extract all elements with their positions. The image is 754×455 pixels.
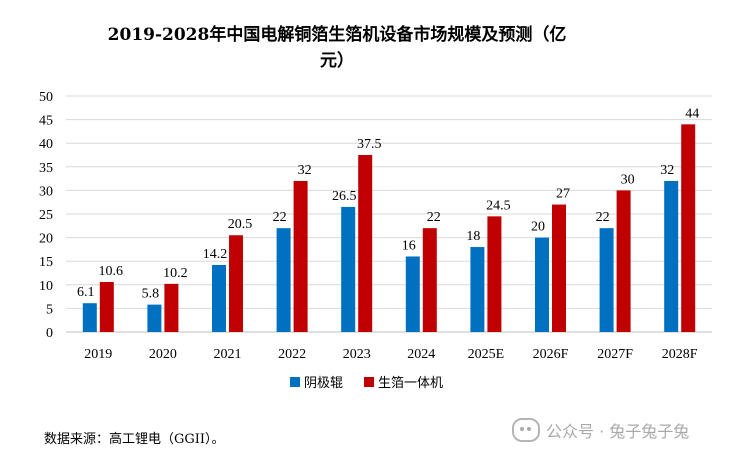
data-label-foil-machine: 30 xyxy=(621,172,635,187)
bar-foil-machine xyxy=(358,155,373,332)
data-label-cathode-roller: 22 xyxy=(596,210,610,225)
bar-foil-machine xyxy=(422,228,437,332)
y-tick-label: 25 xyxy=(39,208,53,223)
chart-title-line2: 元） xyxy=(320,50,354,71)
data-label-foil-machine: 10.6 xyxy=(99,264,124,279)
x-tick-label: 2027F xyxy=(597,347,633,362)
bar-foil-machine xyxy=(681,124,696,332)
bar-cathode-roller xyxy=(212,264,226,332)
bar-cathode-roller xyxy=(535,237,549,332)
bars xyxy=(82,124,696,332)
bar-foil-machine xyxy=(293,180,308,332)
y-tick-label: 15 xyxy=(39,255,53,270)
legend-label-foil-machine: 生箔一体机 xyxy=(378,375,443,391)
x-axis: 2019 2020 2021 2022 2023 2024 2025E 2026F 2027F 2… xyxy=(84,347,698,362)
bar-cathode-roller xyxy=(664,180,679,332)
legend-swatch-cathode-roller xyxy=(290,377,300,387)
y-axis: 0 5 10 15 20 25 30 35 40 45 50 xyxy=(39,90,53,341)
data-label-cathode-roller: 5.8 xyxy=(142,287,160,302)
bar-cathode-roller xyxy=(82,303,97,332)
y-tick-label: 30 xyxy=(39,184,53,199)
bar-foil-machine xyxy=(99,281,114,332)
data-labels: 6.1 10.6 5.810.2 14.220.5 22 32 26.5 37.5 16 22 18… xyxy=(77,106,699,301)
data-label-foil-machine: 24.5 xyxy=(486,198,511,213)
y-tick-label: 35 xyxy=(39,161,53,176)
x-tick-label: 2019 xyxy=(84,347,112,362)
x-tick-label: 2020 xyxy=(149,347,177,362)
y-tick-label: 20 xyxy=(39,232,53,247)
data-label-foil-machine: 10.2 xyxy=(163,266,188,281)
wechat-icon xyxy=(512,418,540,442)
x-tick-label: 2024 xyxy=(407,347,435,362)
data-label-cathode-roller: 18 xyxy=(466,229,480,244)
data-label-foil-machine: 44 xyxy=(685,106,699,121)
data-label-foil-machine: 22 xyxy=(427,210,441,225)
x-tick-label: 2022 xyxy=(278,347,306,362)
data-label-cathode-roller: 6.1 xyxy=(77,285,95,300)
data-label-cathode-roller: 16 xyxy=(402,238,416,253)
legend: 阴极辊 生箔一体机 xyxy=(290,375,443,391)
y-tick-label: 10 xyxy=(39,279,53,294)
y-tick-label: 40 xyxy=(39,137,53,152)
data-label-cathode-roller: 22 xyxy=(273,210,287,225)
y-tick-label: 50 xyxy=(39,90,53,105)
x-tick-label: 2026F xyxy=(533,347,569,362)
bar-foil-machine xyxy=(164,283,179,332)
bar-cathode-roller xyxy=(470,247,485,332)
x-tick-label: 2023 xyxy=(343,347,371,362)
gridlines xyxy=(66,95,712,333)
y-tick-label: 0 xyxy=(46,326,53,341)
bar-foil-machine xyxy=(616,190,631,332)
chart-title-line1: 2019-2028年中国电解铜箔生箔机设备市场规模及预测（亿 xyxy=(108,24,567,45)
data-label-cathode-roller: 14.2 xyxy=(203,247,228,262)
data-label-cathode-roller: 20 xyxy=(531,220,545,235)
data-label-cathode-roller: 26.5 xyxy=(332,189,357,204)
y-tick-label: 5 xyxy=(46,302,53,317)
x-tick-label: 2028F xyxy=(662,347,698,362)
bar-cathode-roller xyxy=(147,304,162,332)
watermark: 公众号 · 兔子兔子兔 xyxy=(512,418,689,442)
bar-foil-machine xyxy=(229,235,243,332)
data-label-foil-machine: 27 xyxy=(556,187,570,202)
legend-swatch-foil-machine xyxy=(364,377,374,387)
data-label-foil-machine: 37.5 xyxy=(357,137,382,152)
bar-cathode-roller xyxy=(599,228,614,332)
legend-label-cathode-roller: 阴极辊 xyxy=(304,376,343,391)
x-tick-label: 2025E xyxy=(468,347,505,362)
y-tick-label: 45 xyxy=(39,114,53,129)
watermark-text: 公众号 · 兔子兔子兔 xyxy=(546,422,690,441)
bar-cathode-roller xyxy=(341,206,356,332)
bar-cathode-roller xyxy=(276,228,291,332)
bar-foil-machine xyxy=(487,216,502,332)
x-tick-label: 2021 xyxy=(214,347,242,362)
bar-foil-machine xyxy=(552,204,566,332)
data-label-foil-machine: 20.5 xyxy=(228,217,253,232)
source-note: 数据来源：高工锂电（GGII）。 xyxy=(44,432,225,447)
data-label-foil-machine: 32 xyxy=(298,163,312,178)
bar-cathode-roller xyxy=(405,256,420,332)
data-label-cathode-roller: 32 xyxy=(660,163,674,178)
